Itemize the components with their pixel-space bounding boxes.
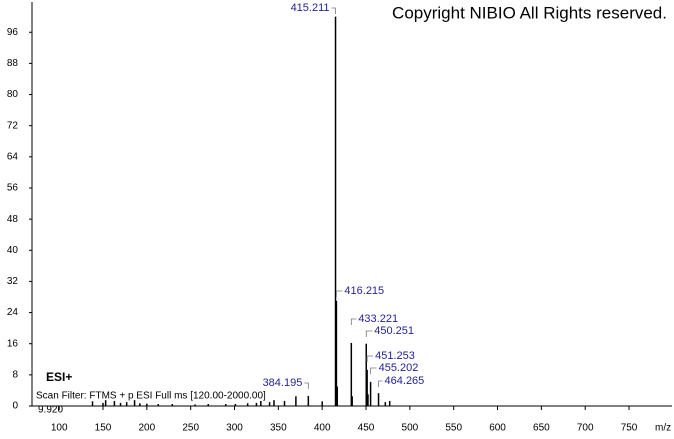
x-tick-label: 450 <box>358 423 375 434</box>
x-tick-label: 700 <box>577 423 594 434</box>
y-tick-label: 40 <box>7 245 19 256</box>
x-tick-label: 350 <box>270 423 287 434</box>
y-tick-label: 8 <box>12 369 18 380</box>
label-leader <box>366 355 374 362</box>
label-leader <box>350 318 357 325</box>
peak-label: 451.253 <box>375 350 415 362</box>
label-leader <box>304 382 309 389</box>
label-leader <box>370 367 377 374</box>
x-tick-label: 100 <box>51 423 68 434</box>
y-tick-label: 48 <box>7 214 19 225</box>
x-tick-label: 650 <box>533 423 550 434</box>
x-tick-label: 750 <box>621 423 638 434</box>
peak-label: 416.215 <box>344 285 384 297</box>
peak-label: 415.211 <box>291 2 330 14</box>
peak-label: 450.251 <box>374 325 414 337</box>
y-tick-label: 32 <box>7 276 19 287</box>
x-tick-label: 250 <box>182 423 199 434</box>
scan-filter: Scan Filter: FTMS + p ESI Full ms [120.0… <box>36 391 266 402</box>
label-leader <box>336 290 343 297</box>
x-tick-label: 500 <box>402 423 419 434</box>
label-leader <box>365 330 373 337</box>
y-tick-label: 64 <box>7 151 19 162</box>
copyright: Copyright NIBIO All Rights reserved. <box>392 3 667 22</box>
label-leader <box>331 7 336 14</box>
ionization: ESI+ <box>46 370 72 384</box>
y-tick-label: 96 <box>7 27 19 38</box>
y-tick-label: 88 <box>7 58 19 69</box>
x-tick-label: 400 <box>314 423 331 434</box>
peak-label: 384.195 <box>263 377 303 389</box>
y-tick-label: 0 <box>12 401 18 412</box>
x-tick-label: 150 <box>95 423 112 434</box>
peak-label: 455.202 <box>379 362 419 374</box>
x-tick-label: 600 <box>489 423 506 434</box>
label-leader <box>378 380 383 387</box>
scale-note: 9.920 <box>38 405 63 416</box>
x-tick-label: 300 <box>226 423 243 434</box>
x-tick-label: 200 <box>139 423 156 434</box>
peak-label: 433.221 <box>358 313 398 325</box>
y-tick-label: 16 <box>7 338 19 349</box>
y-tick-label: 56 <box>7 183 19 194</box>
x-tick-label: 550 <box>445 423 462 434</box>
y-tick-label: 24 <box>7 307 19 318</box>
peak-label: 464.265 <box>385 375 425 387</box>
y-tick-label: 80 <box>7 89 19 100</box>
x-axis-label: m/z <box>655 423 671 434</box>
y-tick-label: 72 <box>7 120 19 131</box>
